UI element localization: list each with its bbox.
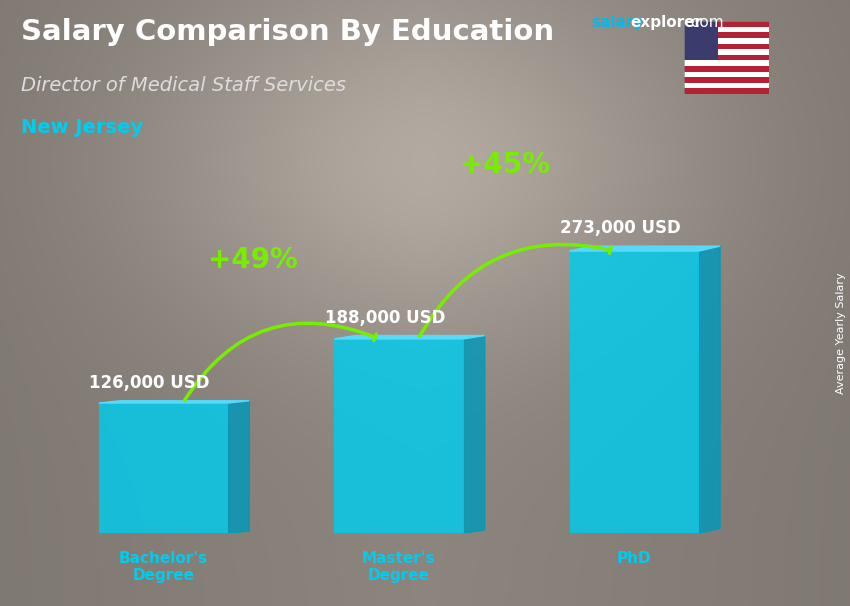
Text: PhD: PhD: [617, 551, 652, 566]
Bar: [684, 66, 769, 72]
Text: Salary Comparison By Education: Salary Comparison By Education: [21, 18, 554, 46]
Bar: [684, 27, 769, 32]
Bar: [334, 339, 463, 533]
Text: 188,000 USD: 188,000 USD: [325, 308, 445, 327]
Text: explorer: explorer: [631, 15, 703, 30]
Bar: [684, 21, 769, 27]
Bar: [684, 83, 769, 88]
Text: +45%: +45%: [460, 151, 550, 179]
Polygon shape: [99, 401, 249, 403]
Text: Average Yearly Salary: Average Yearly Salary: [836, 273, 846, 394]
Bar: [684, 72, 769, 77]
Polygon shape: [463, 336, 484, 533]
Text: .com: .com: [687, 15, 724, 30]
Bar: [570, 251, 699, 533]
Text: 273,000 USD: 273,000 USD: [560, 219, 681, 238]
Bar: [684, 38, 769, 44]
Text: Director of Medical Staff Services: Director of Medical Staff Services: [21, 76, 346, 95]
Bar: [684, 55, 769, 61]
Text: +49%: +49%: [208, 246, 298, 274]
Bar: [684, 44, 769, 49]
Polygon shape: [228, 401, 249, 533]
Bar: [684, 77, 769, 83]
Polygon shape: [334, 336, 484, 339]
Bar: [684, 32, 769, 38]
Bar: [99, 403, 228, 533]
Bar: [684, 21, 718, 61]
Text: Master's
Degree: Master's Degree: [362, 551, 435, 583]
Text: 126,000 USD: 126,000 USD: [89, 374, 210, 392]
Text: Bachelor's
Degree: Bachelor's Degree: [119, 551, 208, 583]
Text: New Jersey: New Jersey: [21, 118, 144, 137]
Bar: [684, 61, 769, 66]
Polygon shape: [570, 246, 720, 251]
Polygon shape: [699, 246, 720, 533]
Bar: [684, 88, 769, 94]
Text: salary: salary: [591, 15, 643, 30]
Bar: [684, 49, 769, 55]
